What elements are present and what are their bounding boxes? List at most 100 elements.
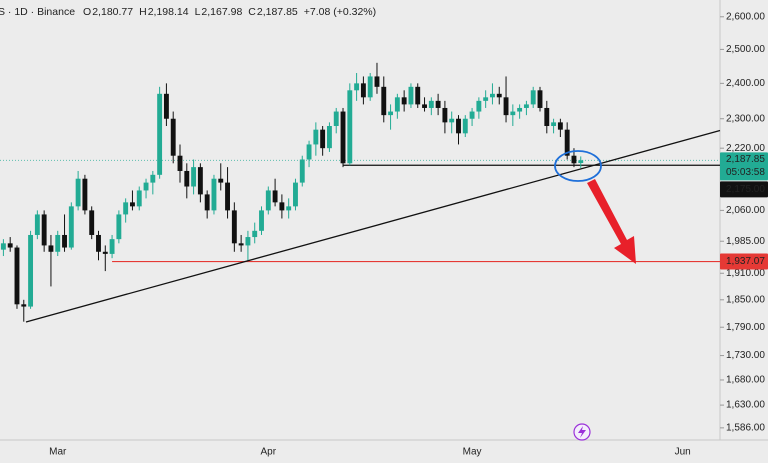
y-tick-label: 1,680.00 bbox=[726, 375, 765, 386]
candle-body bbox=[197, 167, 203, 195]
candle-body bbox=[422, 104, 427, 108]
ohlc-value: 2,187.85 bbox=[257, 6, 298, 18]
ohlc-key: O bbox=[83, 6, 91, 18]
x-tick-label: May bbox=[463, 447, 482, 458]
y-tick-label: 1,630.00 bbox=[726, 400, 765, 411]
candle-body bbox=[21, 304, 27, 307]
candle-body bbox=[476, 100, 482, 112]
candle-body bbox=[14, 247, 20, 305]
candle-body bbox=[116, 214, 122, 240]
candle-body bbox=[449, 118, 455, 123]
candle-body bbox=[313, 129, 319, 145]
candle-body bbox=[456, 118, 461, 134]
candle-body bbox=[490, 93, 495, 98]
candle-body bbox=[75, 178, 81, 207]
candle-body bbox=[211, 178, 217, 211]
candle-body bbox=[293, 182, 298, 207]
candle-body bbox=[157, 93, 163, 175]
candle-body bbox=[462, 118, 468, 134]
candle-body bbox=[530, 90, 536, 105]
candle-body bbox=[150, 174, 156, 183]
candle-body bbox=[34, 214, 40, 235]
y-tick-label: 1,586.00 bbox=[726, 422, 765, 433]
ohlc-value: 2,198.14 bbox=[148, 6, 189, 18]
candle-body bbox=[333, 111, 339, 127]
down-arrow bbox=[587, 179, 636, 264]
candle-body bbox=[191, 167, 197, 187]
candle-body bbox=[272, 190, 278, 203]
x-tick-label: Apr bbox=[261, 447, 277, 458]
ohlc-key: C bbox=[248, 6, 256, 18]
candle-body bbox=[408, 86, 414, 105]
candle-body bbox=[259, 210, 264, 231]
candle-body bbox=[510, 111, 516, 116]
candle-body bbox=[136, 190, 142, 207]
candle-body bbox=[415, 86, 421, 105]
lightning-glyph bbox=[578, 426, 586, 438]
candle-body bbox=[245, 237, 251, 246]
candle-body bbox=[571, 155, 577, 164]
candle-body bbox=[286, 206, 292, 211]
y-tick-label: 2,220.00 bbox=[726, 143, 765, 154]
candle-body bbox=[435, 100, 441, 108]
candle-body bbox=[0, 243, 6, 250]
candle-body bbox=[265, 190, 271, 211]
candle-body bbox=[218, 178, 224, 183]
x-tick-label: Jun bbox=[675, 447, 691, 458]
candle-body bbox=[225, 182, 230, 211]
candle-body bbox=[68, 206, 74, 248]
trend-line bbox=[25, 129, 721, 323]
countdown-label: 05:03:58 bbox=[726, 167, 765, 178]
level-label: 2,175.00 bbox=[726, 184, 765, 195]
y-tick-label: 2,300.00 bbox=[726, 113, 765, 124]
candle-body bbox=[55, 234, 61, 252]
y-tick-label: 1,985.00 bbox=[726, 236, 765, 247]
candle-body bbox=[469, 111, 475, 119]
candle-body bbox=[96, 234, 101, 252]
y-tick-label: 2,060.00 bbox=[726, 205, 765, 216]
change-label: +7.08 (+0.32%) bbox=[304, 6, 376, 18]
level-tag bbox=[720, 181, 768, 198]
candle-body bbox=[354, 83, 360, 91]
candle-body bbox=[442, 107, 448, 123]
candle-body bbox=[517, 107, 523, 112]
ohlc-key: L bbox=[195, 6, 201, 18]
y-tick-label: 1,850.00 bbox=[726, 294, 765, 305]
candle-body bbox=[41, 214, 47, 246]
level-tag bbox=[720, 253, 768, 270]
candle-body bbox=[496, 93, 502, 98]
candle-body bbox=[367, 76, 373, 98]
candle-body bbox=[326, 126, 332, 149]
candle-body bbox=[503, 97, 509, 116]
last-price-tag bbox=[720, 152, 768, 181]
candle-body bbox=[109, 239, 115, 254]
candle-body bbox=[360, 83, 366, 98]
candle-body bbox=[299, 159, 305, 183]
candle-body bbox=[163, 93, 169, 119]
candle-body bbox=[130, 202, 135, 207]
candle-body bbox=[170, 118, 176, 156]
candle-body bbox=[123, 202, 129, 215]
candle-body bbox=[347, 90, 353, 164]
candle-body bbox=[544, 107, 550, 127]
candle-body bbox=[394, 97, 400, 112]
y-tick-label: 1,730.00 bbox=[726, 350, 765, 361]
candle-body bbox=[401, 97, 407, 105]
y-tick-label: 1,910.00 bbox=[726, 268, 765, 279]
candle-body bbox=[252, 230, 258, 238]
y-tick-label: 2,500.00 bbox=[726, 44, 765, 55]
candle-body bbox=[143, 182, 149, 191]
candle-body bbox=[48, 245, 54, 252]
candle-body bbox=[523, 104, 529, 108]
candle-body bbox=[82, 178, 88, 211]
candle-body bbox=[557, 122, 563, 130]
ohlc-value: 2,167.98 bbox=[201, 6, 242, 18]
candle-body bbox=[483, 97, 489, 101]
candle-body bbox=[238, 243, 244, 246]
candle-body bbox=[279, 202, 285, 211]
candle-body bbox=[388, 111, 394, 116]
y-tick-label: 2,600.00 bbox=[726, 11, 765, 22]
candle-body bbox=[231, 210, 237, 244]
